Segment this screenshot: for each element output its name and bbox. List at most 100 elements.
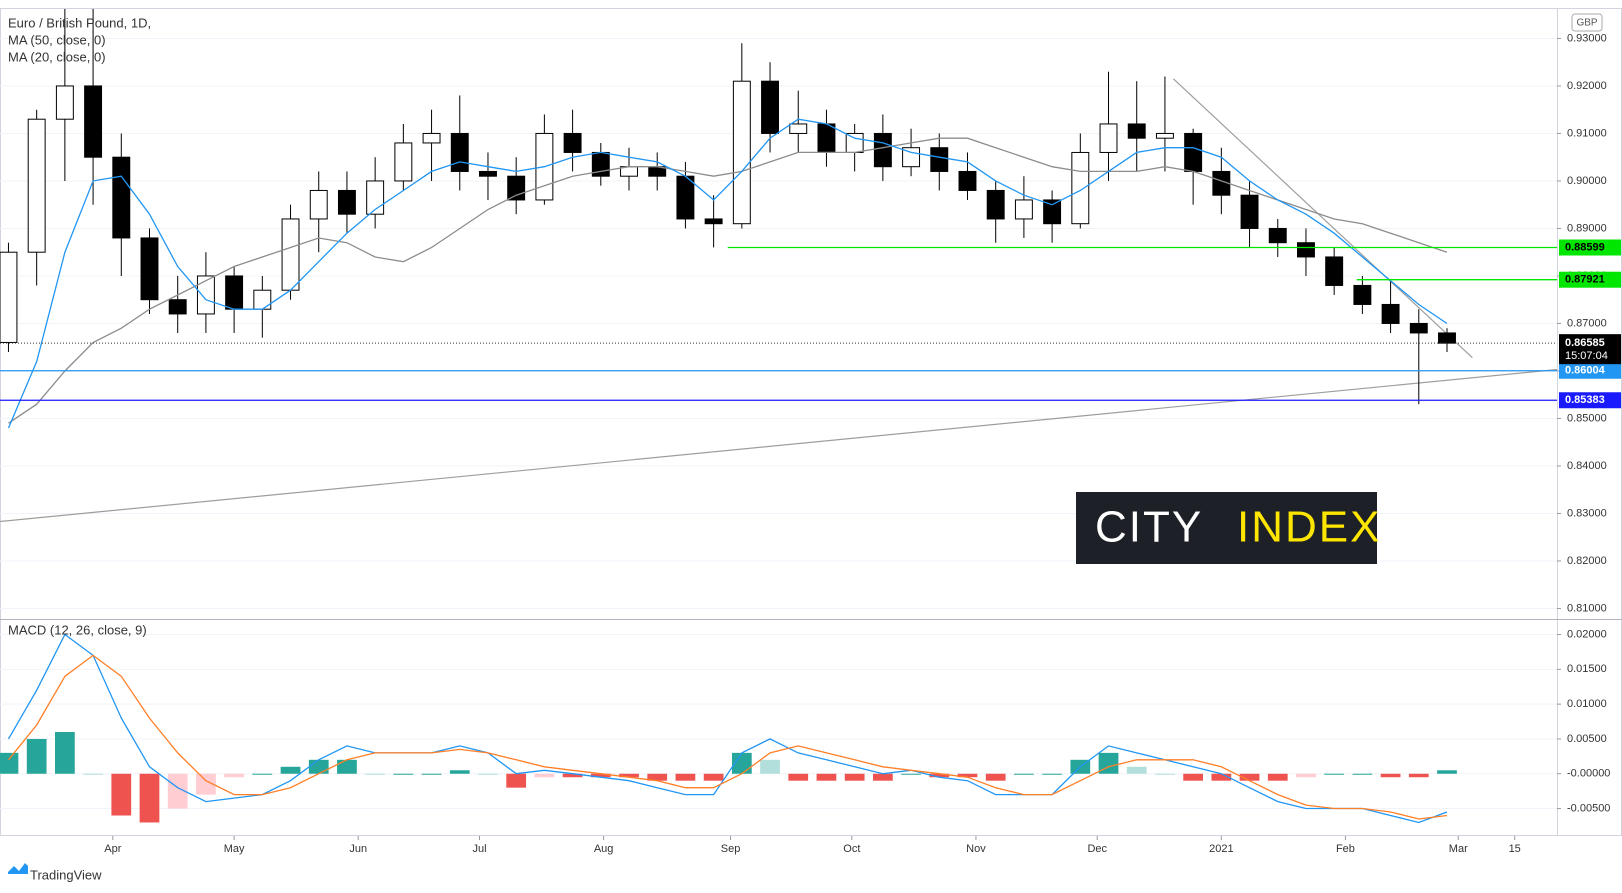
candle-body [732, 80, 751, 225]
candle-body [112, 156, 131, 239]
histogram-bar [393, 773, 414, 775]
candle-body [422, 132, 441, 144]
candle-body [1240, 194, 1259, 229]
histogram-bar [872, 773, 893, 781]
histogram-bar [167, 773, 188, 809]
candle-body [1409, 322, 1428, 334]
candle-body [225, 275, 244, 310]
candle-body [704, 218, 723, 225]
candle-body [309, 189, 328, 220]
candle-body [789, 123, 808, 134]
candle-body [1184, 132, 1203, 172]
candle-body [902, 147, 921, 168]
histogram-bar [957, 773, 978, 778]
histogram-bar [1211, 773, 1232, 781]
histogram-bar [1408, 773, 1429, 778]
candle-body [873, 132, 892, 168]
x-tick-label: Oct [843, 843, 860, 855]
histogram-bar [703, 773, 724, 781]
histogram-bar [252, 773, 273, 775]
candle-body [1099, 123, 1118, 153]
y-tick-label: 0.93000 [1567, 32, 1607, 44]
price-pane [0, 9, 1557, 609]
logo-left: CITY [1095, 503, 1203, 552]
legend-entry: MA (50, close, 0) [8, 32, 106, 47]
level-label: 0.88599 [1565, 241, 1605, 253]
y-tick-label: 0.84000 [1567, 460, 1607, 472]
candle-body [479, 170, 497, 177]
y-tick-label: 0.87000 [1567, 317, 1607, 329]
candle-body [1353, 284, 1372, 305]
x-tick-label: Sep [721, 843, 741, 855]
last-price-box [1559, 334, 1621, 365]
candle-body [761, 80, 780, 134]
last-price-label: 0.86585 [1565, 337, 1605, 349]
histogram-bar [534, 773, 555, 778]
candle-body [450, 132, 469, 172]
x-tick-label: Aug [594, 843, 614, 855]
candle-body [676, 175, 695, 220]
x-tick-label: 2021 [1209, 843, 1233, 855]
candle-body [1014, 199, 1033, 220]
candle-body [253, 289, 272, 310]
histogram-bar [196, 773, 216, 795]
trendline [1172, 78, 1473, 359]
candle-body [507, 175, 526, 201]
histogram-bar [421, 773, 442, 775]
candle-body [1381, 303, 1400, 324]
logo-box [1076, 492, 1377, 564]
legend-entry: MA (20, close, 0) [8, 49, 106, 64]
candle-body [84, 85, 103, 158]
line-series [7, 654, 1448, 820]
y-tick-label: 0.85000 [1567, 412, 1607, 424]
candle-body [196, 275, 215, 315]
histogram-bar [337, 759, 357, 774]
candle-body [563, 132, 582, 153]
x-tick-label: Feb [1336, 843, 1355, 855]
histogram-bar [365, 773, 386, 775]
x-tick-label: Apr [104, 843, 121, 855]
histogram-bar [111, 773, 132, 816]
footer[interactable]: TradingView [30, 867, 102, 882]
macd-pane [0, 633, 1557, 824]
level-label-box [1559, 271, 1621, 288]
histogram-bar [224, 773, 244, 778]
y-tick-label: -0.00000 [1567, 768, 1610, 780]
countdown-label: 15:07:04 [1565, 350, 1608, 362]
candle-body [27, 118, 46, 253]
candle-body [986, 189, 1005, 220]
candle-body [958, 170, 977, 191]
chart-title: Euro / British Pound, 1D, [8, 15, 151, 30]
histogram-bar [1183, 773, 1204, 781]
y-tick-label: 0.83000 [1567, 507, 1607, 519]
y-tick-label: 0.01000 [1567, 698, 1607, 710]
level-label: 0.85383 [1565, 394, 1605, 406]
histogram-bar [901, 773, 921, 775]
level-label: 0.87921 [1565, 274, 1605, 286]
candle-body [817, 123, 836, 153]
histogram-bar [1296, 773, 1316, 778]
y-tick-label: 0.00500 [1567, 733, 1607, 745]
logo-right: INDEX [1237, 503, 1381, 552]
line-series [7, 118, 1448, 429]
histogram-bar [1352, 773, 1373, 775]
histogram-bar [985, 773, 1006, 781]
line-series [8, 137, 1448, 424]
y-tick-label: 0.01500 [1567, 663, 1607, 675]
y-tick-label: -0.00500 [1567, 802, 1610, 814]
candle-body [168, 299, 187, 315]
histogram-bar [83, 773, 103, 775]
histogram-bar [929, 773, 950, 778]
histogram-bar [0, 752, 19, 774]
x-tick-label: Mar [1449, 843, 1468, 855]
y-tick-label: 0.81000 [1567, 602, 1607, 614]
x-tick-label: 15 [1509, 843, 1521, 855]
histogram-bar [1126, 766, 1147, 774]
histogram-bar [26, 738, 47, 774]
candle-body [1043, 199, 1062, 225]
y-tick-label: 0.92000 [1567, 80, 1607, 92]
candle-body [1071, 151, 1090, 225]
candle-body [0, 251, 18, 343]
level-label-box [1559, 362, 1621, 379]
